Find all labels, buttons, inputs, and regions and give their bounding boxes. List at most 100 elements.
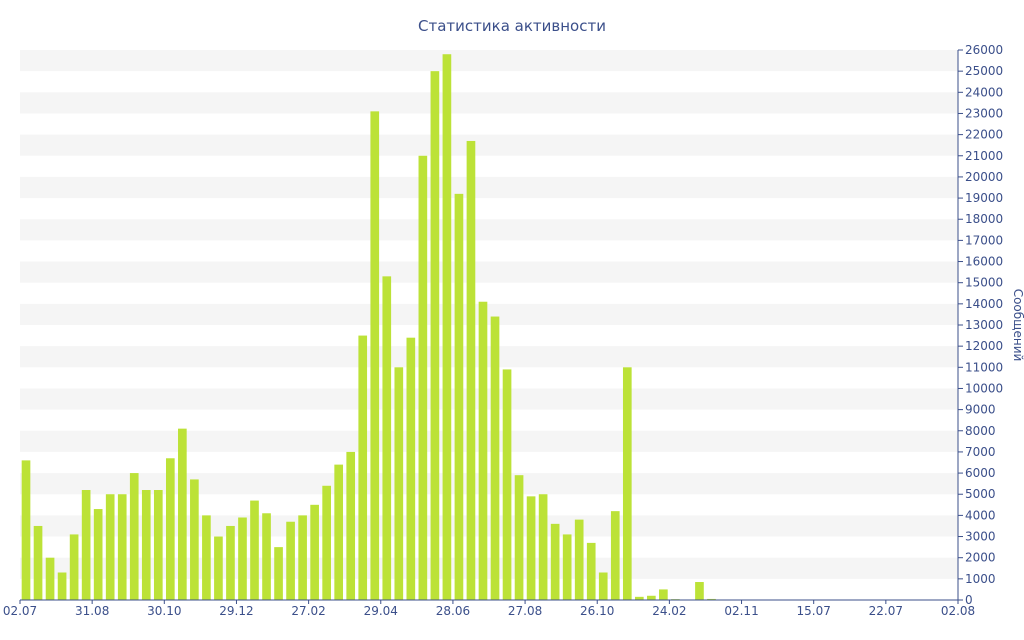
bar[interactable] (105, 494, 115, 600)
bar[interactable] (418, 155, 428, 600)
bar[interactable] (430, 71, 440, 600)
bar[interactable] (442, 54, 452, 601)
y-tick-label: 9000 (965, 403, 996, 417)
bar[interactable] (598, 572, 608, 601)
bar[interactable] (274, 547, 283, 600)
bar[interactable] (346, 451, 356, 600)
grid-band (20, 134, 958, 156)
x-tick-label: 30.10 (147, 604, 181, 618)
bar[interactable] (586, 542, 596, 600)
bar[interactable] (514, 475, 524, 600)
bar[interactable] (93, 509, 103, 600)
bar[interactable] (238, 517, 247, 601)
bar[interactable] (21, 460, 31, 600)
bar[interactable] (69, 534, 79, 600)
bar[interactable] (141, 490, 151, 600)
bar[interactable] (610, 511, 620, 600)
bar[interactable] (298, 515, 307, 600)
grid-band (20, 92, 958, 114)
bar[interactable] (526, 496, 536, 600)
y-tick-label: 3000 (965, 530, 996, 544)
x-tick-label: 02.08 (941, 604, 975, 618)
bar[interactable] (165, 458, 175, 600)
bar[interactable] (622, 367, 632, 600)
y-tick-label: 23000 (965, 106, 1003, 120)
bar[interactable] (214, 536, 223, 600)
bar[interactable] (370, 111, 380, 600)
x-tick-label: 27.08 (508, 604, 542, 618)
bar[interactable] (286, 521, 295, 600)
bar[interactable] (574, 519, 584, 600)
y-tick-label: 5000 (965, 487, 996, 501)
bar[interactable] (178, 428, 187, 600)
bar[interactable] (454, 193, 464, 600)
bar[interactable] (382, 276, 392, 600)
y-tick-label: 17000 (965, 233, 1003, 247)
y-tick-label: 2000 (965, 551, 996, 565)
bar[interactable] (117, 494, 127, 600)
bar[interactable] (33, 525, 43, 600)
grid-band (20, 50, 958, 72)
bar[interactable] (502, 369, 512, 600)
x-ticks: 02.07 31.08 30.10 29.12 27.02 29.04 28.06 27.08… (3, 600, 975, 618)
bar[interactable] (358, 335, 368, 600)
bar[interactable] (57, 572, 67, 601)
y-tick-label: 15000 (965, 276, 1003, 290)
y-tick-label: 20000 (965, 170, 1003, 184)
bar[interactable] (550, 523, 560, 600)
bar[interactable] (322, 485, 331, 600)
grid-band (20, 473, 958, 495)
x-tick-label: 02.07 (3, 604, 37, 618)
y-ticks: 0 1000 2000 3000 4000 5000 6000 7000 8000 9000 100… (958, 43, 1003, 607)
bar[interactable] (394, 367, 404, 600)
y-tick-label: 7000 (965, 445, 996, 459)
x-tick-label: 02.11 (724, 604, 758, 618)
bar[interactable] (262, 513, 271, 600)
bar[interactable] (659, 589, 668, 600)
y-tick-label: 1000 (965, 572, 996, 586)
bar[interactable] (129, 473, 139, 600)
bar[interactable] (153, 490, 163, 600)
y-tick-label: 4000 (965, 508, 996, 522)
bar[interactable] (310, 504, 319, 600)
x-tick-label: 27.02 (291, 604, 325, 618)
x-tick-label: 24.02 (652, 604, 686, 618)
y-tick-label: 12000 (965, 339, 1003, 353)
bar[interactable] (562, 534, 572, 600)
bar[interactable] (466, 140, 476, 600)
y-axis-title: Сообщений (1011, 289, 1024, 362)
bar[interactable] (634, 596, 644, 600)
bar[interactable] (226, 525, 235, 600)
bar[interactable] (478, 301, 488, 600)
grid-band (20, 261, 958, 283)
y-tick-label: 26000 (965, 43, 1003, 57)
x-tick-label: 28.06 (436, 604, 470, 618)
bar[interactable] (490, 316, 500, 600)
x-tick-label: 29.12 (219, 604, 253, 618)
grid-band (20, 346, 958, 368)
x-tick-label: 26.10 (580, 604, 614, 618)
y-tick-label: 10000 (965, 381, 1003, 395)
x-tick-label: 22.07 (869, 604, 903, 618)
grid-band (20, 176, 958, 199)
bar[interactable] (202, 515, 211, 600)
bar[interactable] (538, 494, 548, 600)
bar[interactable] (647, 595, 656, 600)
bar[interactable] (190, 479, 199, 600)
bar[interactable] (334, 464, 344, 600)
bar-series (21, 54, 957, 601)
bar[interactable] (45, 557, 55, 600)
bar[interactable] (406, 337, 416, 600)
y-tick-label: 14000 (965, 297, 1003, 311)
bar[interactable] (707, 598, 716, 600)
grid-bands (20, 50, 958, 579)
y-tick-label: 8000 (965, 424, 996, 438)
bar[interactable] (695, 582, 704, 600)
bar[interactable] (250, 500, 259, 600)
grid-band (20, 430, 958, 452)
grid-band (20, 303, 958, 325)
y-tick-label: 18000 (965, 212, 1003, 226)
bar[interactable] (81, 490, 91, 600)
